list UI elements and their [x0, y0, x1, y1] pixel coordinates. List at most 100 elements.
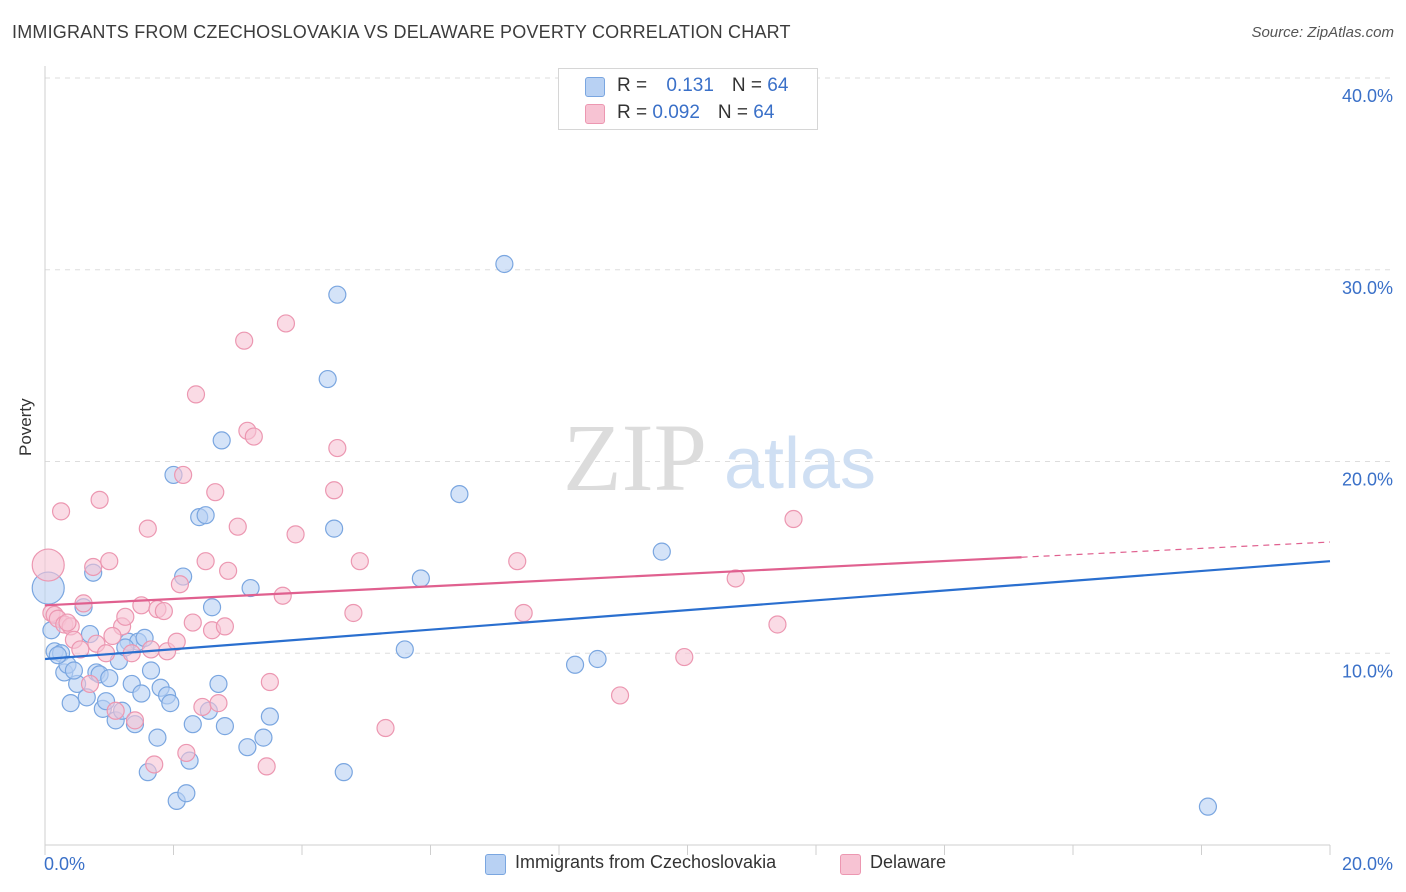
r-label: R = [617, 102, 653, 123]
bottom-legend-swatch-pink [840, 854, 861, 875]
y-tick-label: 40.0% [1342, 86, 1393, 106]
chart-title: IMMIGRANTS FROM CZECHOSLOVAKIA VS DELAWA… [12, 22, 791, 42]
grid-lines [45, 77, 1395, 654]
czechoslovakia-point [395, 640, 414, 659]
czechoslovakia-point [260, 707, 279, 726]
delaware-point [170, 575, 190, 594]
trend-lines [44, 541, 1331, 661]
delaware-point [31, 548, 65, 582]
watermark: ZIP atlas [563, 404, 876, 511]
delaware-point [58, 613, 77, 632]
czechoslovakia-point [238, 738, 257, 757]
delaware-point [186, 385, 206, 404]
n-value: 64 [753, 102, 775, 123]
delaware-point [508, 552, 527, 571]
czechoslovakia-point [183, 715, 202, 734]
r-value: 0.131 [666, 75, 714, 96]
delaware-point [103, 626, 122, 646]
czechoslovakia-point [196, 506, 215, 525]
delaware-point [116, 607, 135, 626]
delaware-point [138, 519, 157, 538]
legend-swatch-pink [585, 104, 605, 124]
delaware-point [209, 694, 228, 713]
delaware-point [273, 586, 292, 605]
trend-line-delaware-extension [1021, 541, 1331, 558]
czechoslovakia-point [202, 598, 222, 617]
delaware-point [276, 314, 296, 333]
series-czechoslovakia-points [31, 254, 1218, 816]
czechoslovakia-point [495, 254, 514, 274]
czechoslovakia-point [161, 694, 180, 713]
delaware-point [196, 552, 215, 571]
delaware-point [154, 601, 173, 621]
delaware-point [177, 743, 196, 763]
delaware-point [286, 525, 305, 544]
delaware-point [675, 647, 694, 667]
delaware-point [219, 561, 238, 580]
czechoslovakia-point [148, 728, 167, 747]
delaware-point [325, 481, 344, 500]
delaware-point [376, 718, 395, 738]
delaware-point [260, 672, 279, 692]
tick-labels: 10.0% 20.0% 30.0% 40.0% 0.0% 20.0% [44, 86, 1393, 874]
delaware-point [51, 502, 71, 521]
y-tick-label: 10.0% [1342, 661, 1393, 681]
delaware-point [215, 617, 234, 636]
czechoslovakia-point [177, 784, 196, 803]
czechoslovakia-point [411, 569, 430, 588]
y-axis-label: Poverty [16, 398, 35, 456]
czechoslovakia-point [588, 649, 607, 669]
delaware-point [610, 686, 630, 705]
delaware-point [350, 552, 369, 571]
czechoslovakia-point [318, 369, 337, 389]
delaware-point [344, 603, 363, 623]
delaware-point [125, 711, 145, 730]
delaware-point [726, 569, 745, 588]
y-tick-label: 20.0% [1342, 470, 1393, 490]
trend-line-delaware [44, 556, 1022, 607]
source-label: Source: ZipAtlas.com [1251, 24, 1394, 41]
delaware-point [106, 701, 125, 720]
czechoslovakia-point [328, 285, 347, 304]
czechoslovakia-point [209, 674, 228, 694]
series-delaware-points [31, 314, 803, 776]
delaware-point [328, 438, 347, 458]
r-value: 0.092 [652, 102, 700, 123]
bottom-legend-label-delaware: Delaware [870, 852, 947, 872]
x-tick-label: 20.0% [1342, 854, 1393, 874]
watermark-atlas: atlas [724, 424, 876, 504]
czechoslovakia-point [334, 763, 353, 782]
n-label: N = [731, 75, 768, 96]
delaware-point [174, 465, 193, 485]
delaware-point [235, 331, 254, 350]
delaware-point [84, 557, 103, 577]
x-tick-label: 0.0% [44, 854, 85, 874]
y-tick-label: 30.0% [1342, 278, 1393, 298]
delaware-point [257, 757, 276, 776]
delaware-point [244, 427, 263, 446]
czechoslovakia-point [565, 655, 585, 674]
legend-stats-delaware: R = 0.092 N = 64 [617, 102, 774, 124]
czechoslovakia-point [254, 728, 273, 747]
delaware-point [183, 613, 202, 632]
czechoslovakia-point [100, 669, 119, 688]
n-label: N = [717, 102, 754, 123]
czechoslovakia-point [1198, 797, 1218, 816]
trend-line-czechoslovakia [44, 560, 1331, 661]
r-label: R = [617, 75, 653, 96]
czechoslovakia-point [241, 578, 260, 598]
czechoslovakia-point [325, 519, 344, 538]
correlation-legend: R = 0.131 N = 64 R = 0.092 N = 64 [558, 68, 818, 130]
delaware-point [206, 483, 225, 502]
n-value: 64 [767, 75, 789, 96]
delaware-point [784, 509, 803, 529]
watermark-zip: ZIP [563, 404, 707, 511]
czechoslovakia-point [64, 661, 84, 680]
delaware-point [100, 552, 119, 571]
delaware-point [193, 697, 212, 717]
delaware-point [145, 755, 164, 774]
delaware-point [167, 632, 186, 651]
bottom-legend-swatch-blue [485, 854, 506, 875]
czechoslovakia-point [132, 684, 151, 703]
